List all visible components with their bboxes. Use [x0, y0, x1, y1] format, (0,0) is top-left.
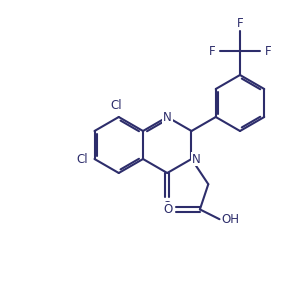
- Text: N: N: [192, 152, 201, 165]
- Text: O: O: [164, 203, 173, 216]
- Text: F: F: [265, 45, 271, 58]
- Text: Cl: Cl: [110, 99, 122, 112]
- Text: OH: OH: [221, 213, 239, 226]
- Text: N: N: [163, 110, 171, 123]
- Text: O: O: [163, 200, 172, 213]
- Text: F: F: [208, 45, 215, 58]
- Text: F: F: [237, 17, 243, 30]
- Text: Cl: Cl: [77, 152, 88, 165]
